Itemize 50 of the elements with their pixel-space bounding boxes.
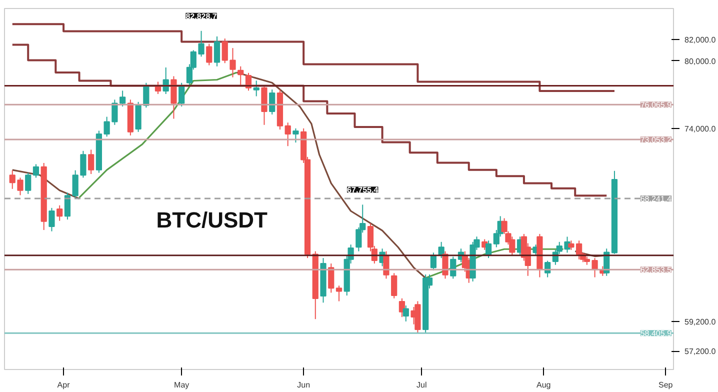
candlestick [391, 272, 398, 299]
annotation: BTC/USDT [156, 207, 268, 232]
candlestick [576, 240, 582, 260]
candlestick [72, 170, 78, 198]
ref-line-label: 68,241.4 [640, 194, 672, 204]
candlestick [80, 150, 86, 178]
x-tick-label: Apr [57, 380, 70, 390]
x-tick-label: Jun [297, 380, 310, 390]
candlestick [143, 82, 150, 108]
y-tick-label: 74,000.0 [684, 124, 716, 134]
annotation: 82,828.7 [186, 12, 218, 21]
candlestick [32, 164, 40, 178]
candlestick [25, 172, 32, 194]
candlestick [253, 80, 260, 97]
candlestick [238, 66, 244, 86]
candlestick [206, 43, 212, 66]
y-tick-label: 59,200.0 [684, 317, 716, 326]
y-tick-label: 57,200.0 [684, 347, 716, 356]
candlestick [48, 207, 55, 232]
x-tick-label: Sep [658, 380, 674, 390]
ref-line-label: 58,405.9 [640, 329, 672, 338]
candlestick [442, 250, 448, 280]
candlestick [328, 263, 334, 294]
x-tick-label: May [174, 380, 190, 390]
candlestick [292, 128, 299, 144]
candlestick [269, 89, 276, 115]
candlestick [568, 240, 574, 250]
candlestick [64, 192, 71, 220]
candlestick [383, 250, 390, 280]
candlestick [154, 81, 162, 95]
candlestick [284, 122, 291, 147]
candlestick [56, 204, 63, 222]
candlestick [261, 84, 268, 126]
x-tick-label: Aug [536, 380, 551, 390]
x-tick-label: Jul [416, 380, 427, 390]
y-tick-label: 82,000.0 [684, 36, 716, 45]
ref-line-label: 62,853.5 [640, 266, 672, 275]
ref-line-label: 76,065.9 [640, 100, 672, 110]
candlestick [135, 101, 142, 132]
candlestick [214, 36, 220, 67]
ref-line-label: 73,053.2 [640, 136, 672, 145]
candlestick [178, 82, 185, 107]
candlestick [402, 305, 409, 322]
y-tick-label: 80,000.0 [684, 56, 716, 66]
candlestick [336, 285, 342, 302]
candlestick [170, 76, 177, 120]
candlestick [120, 90, 126, 107]
candlestick [430, 252, 437, 271]
candlestick [88, 149, 94, 174]
candlestick [450, 256, 456, 280]
